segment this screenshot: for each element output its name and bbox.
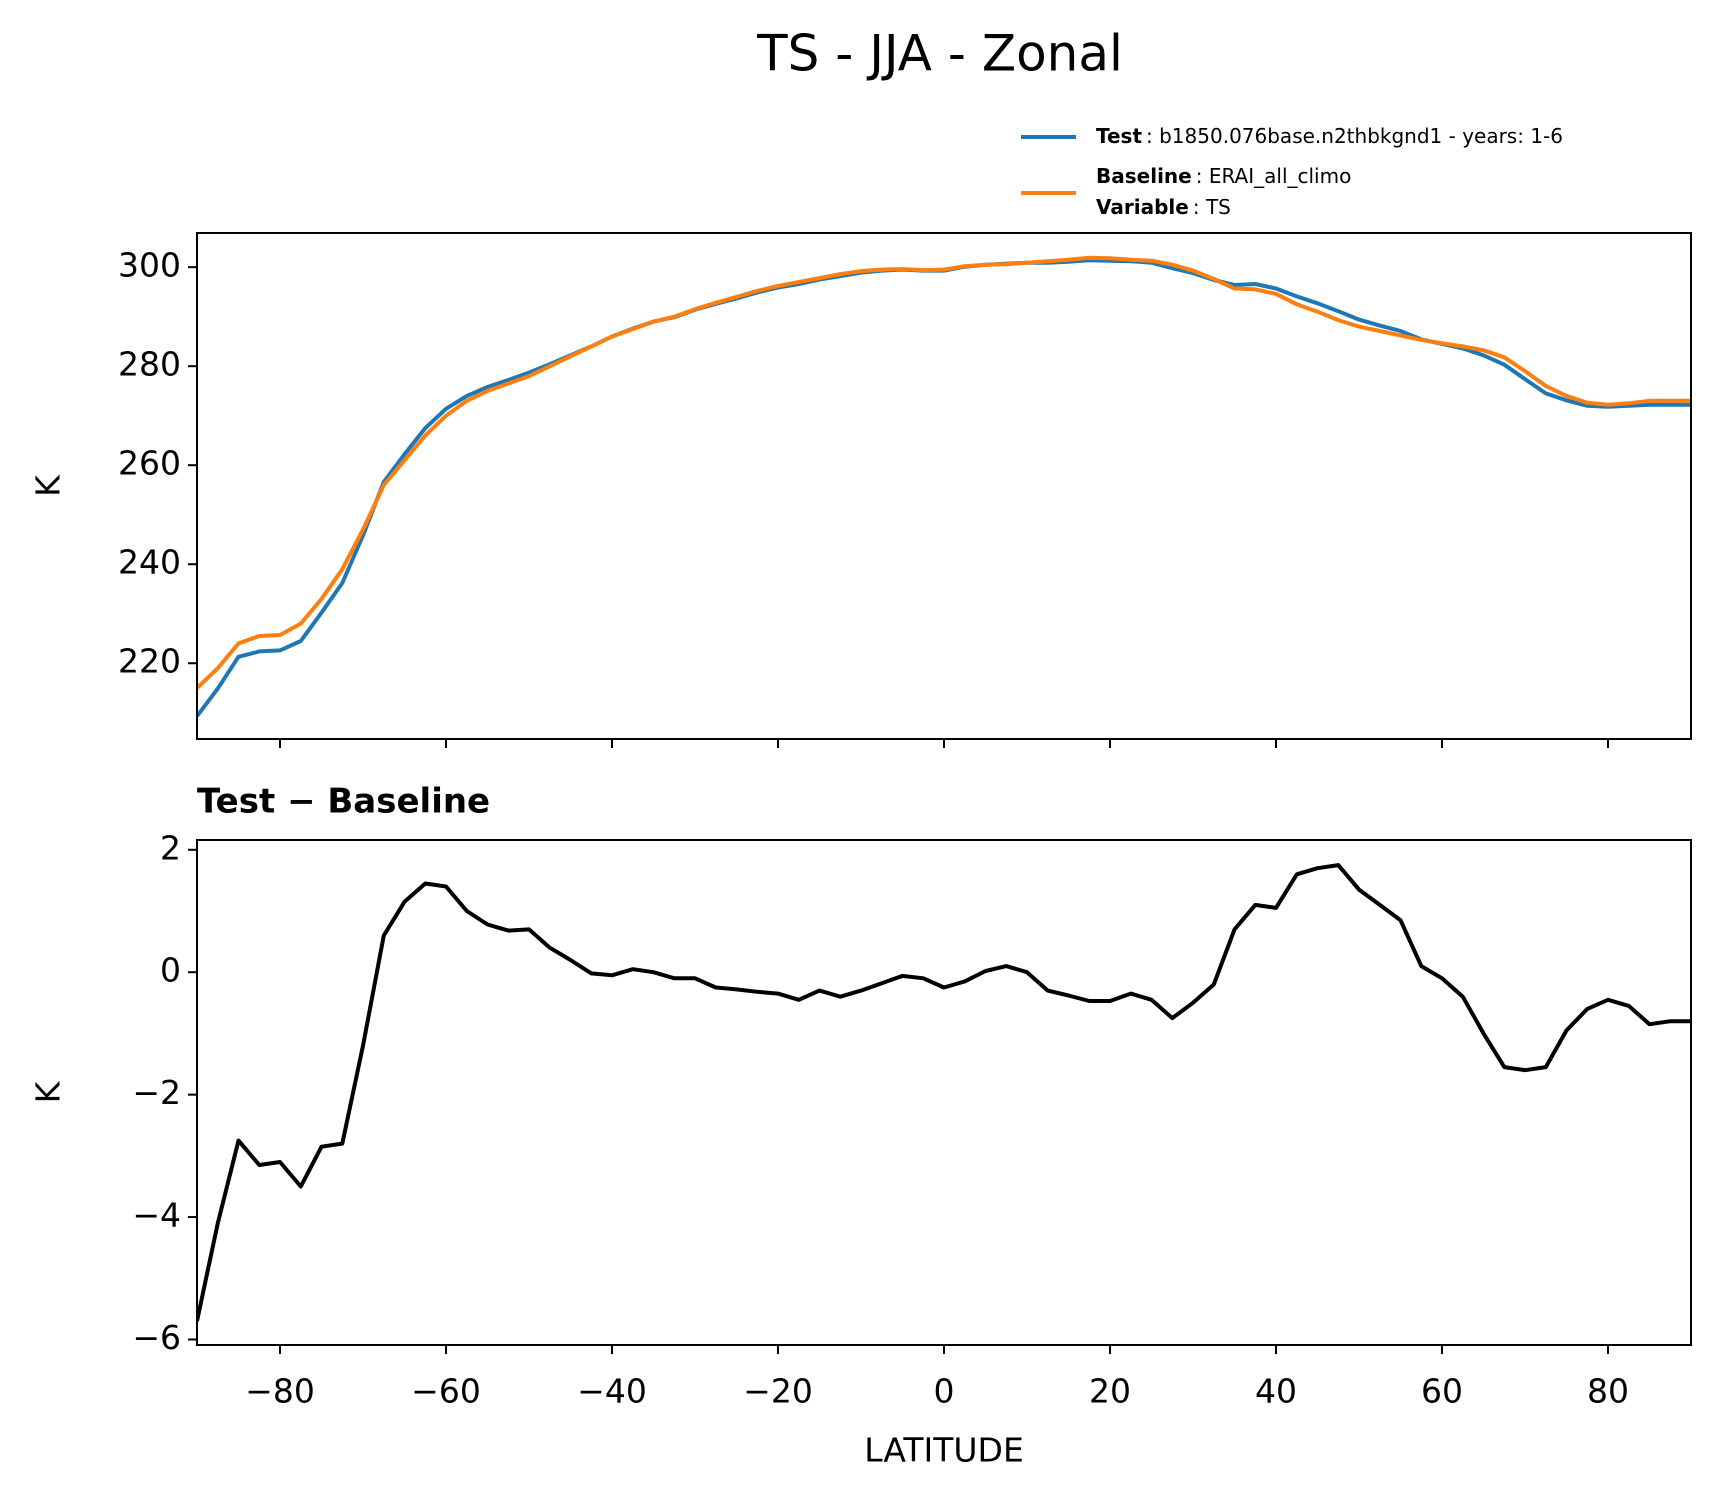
y-tick-label: 220 (118, 642, 181, 681)
y-tick-label: 280 (118, 345, 181, 384)
legend-desc: : ERAI_all_climo (1196, 164, 1352, 188)
figure-title: TS - JJA - Zonal (756, 25, 1123, 83)
legend-name: Baseline (1096, 164, 1192, 188)
y-tick-label: −6 (132, 1318, 181, 1357)
y-tick-label: 300 (118, 246, 181, 285)
y-tick-label: 2 (160, 828, 181, 867)
data-line (197, 258, 1691, 718)
y-axis-label: K (29, 474, 68, 497)
y-axis-label: K (29, 1080, 68, 1103)
legend-entry: Test: b1850.076base.n2thbkgnd1 - years: … (1096, 124, 1563, 148)
x-axis-label: LATITUDE (864, 1431, 1024, 1470)
legend-desc: : b1850.076base.n2thbkgnd1 - years: 1-6 (1146, 124, 1563, 148)
axes-frame (196, 232, 1692, 740)
axes-frame (196, 839, 1692, 1346)
legend-name: Variable (1096, 195, 1189, 219)
legend-entry: Baseline: ERAI_all_climo (1096, 164, 1351, 188)
y-tick-label: 240 (118, 543, 181, 582)
x-tick-label: −20 (743, 1372, 813, 1411)
y-tick-label: −4 (132, 1196, 181, 1235)
x-tick-label: −40 (577, 1372, 647, 1411)
legend-name: Test (1096, 124, 1142, 148)
x-tick-label: 0 (934, 1372, 955, 1411)
data-line (197, 863, 1691, 1322)
x-tick-label: 40 (1255, 1372, 1297, 1411)
x-tick-label: 20 (1089, 1372, 1131, 1411)
legend-desc: : TS (1193, 195, 1231, 219)
legend-entry: Variable: TS (1096, 195, 1231, 219)
x-tick-label: 80 (1587, 1372, 1629, 1411)
y-tick-label: 0 (160, 951, 181, 990)
subplot-title: Test − Baseline (197, 782, 490, 822)
x-tick-label: 60 (1421, 1372, 1463, 1411)
x-tick-label: −60 (411, 1372, 481, 1411)
y-tick-label: −2 (132, 1073, 181, 1112)
y-tick-label: 260 (118, 444, 181, 483)
data-line (197, 255, 1691, 690)
x-tick-label: −80 (245, 1372, 315, 1411)
